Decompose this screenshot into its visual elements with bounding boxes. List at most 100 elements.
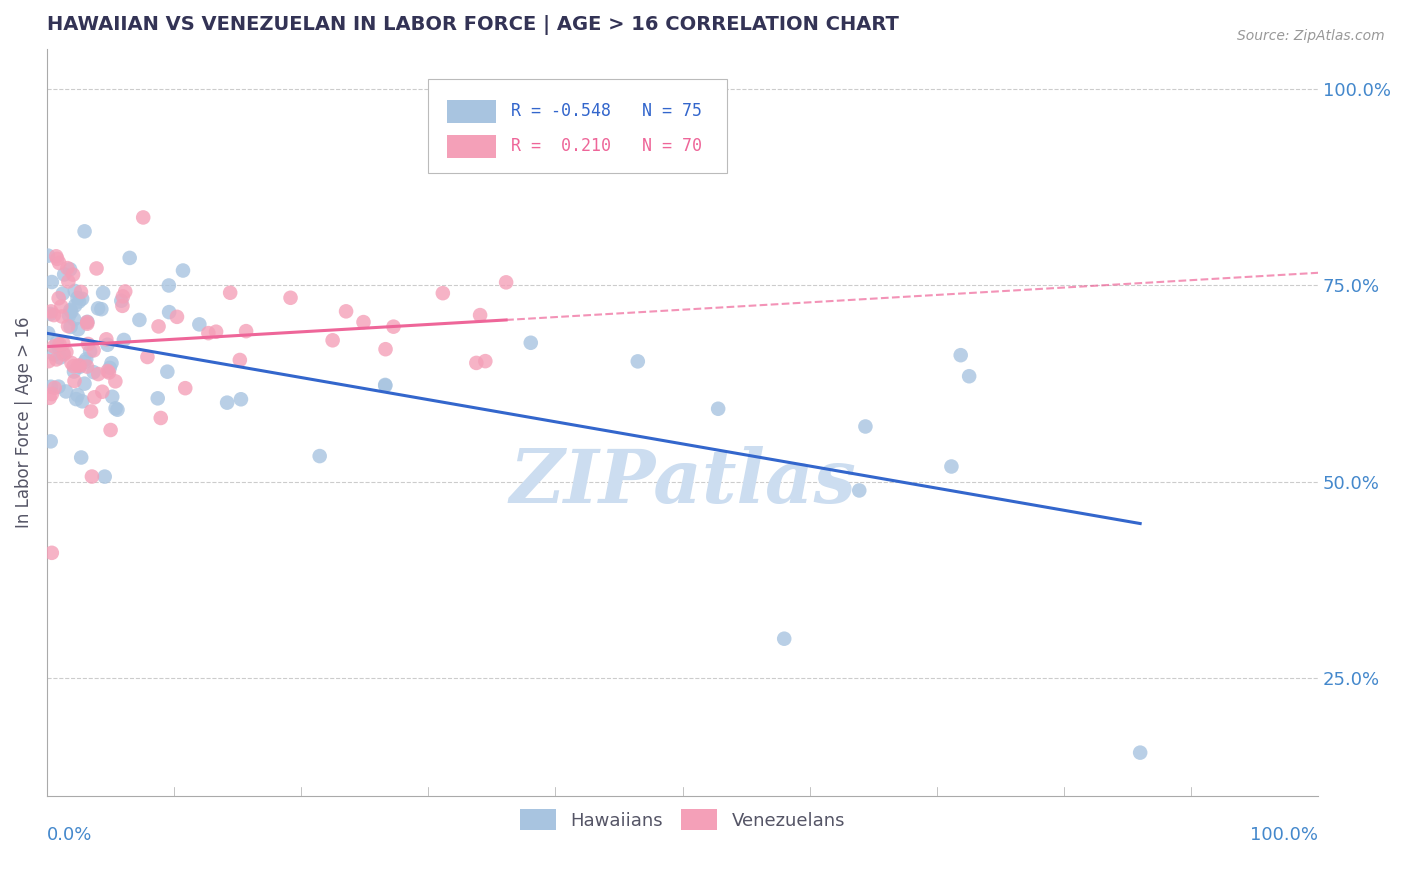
Point — [308, 449, 330, 463]
Point — [519, 335, 541, 350]
Point — [219, 285, 242, 300]
FancyBboxPatch shape — [429, 79, 727, 172]
Point — [48, 256, 70, 270]
Point — [49, 351, 72, 365]
Point — [46, 335, 69, 350]
Point — [205, 325, 228, 339]
Point — [86, 261, 108, 276]
FancyBboxPatch shape — [447, 136, 496, 158]
Point — [87, 367, 110, 381]
Point — [80, 469, 103, 483]
FancyBboxPatch shape — [447, 100, 496, 122]
Point — [37, 249, 59, 263]
Point — [63, 365, 86, 379]
Point — [97, 364, 120, 378]
Point — [949, 348, 972, 362]
Point — [48, 337, 70, 351]
Point — [87, 301, 110, 316]
Point — [848, 483, 870, 498]
Point — [63, 284, 86, 298]
Point — [48, 379, 70, 393]
Point — [465, 356, 488, 370]
Point — [132, 211, 155, 225]
Text: 0.0%: 0.0% — [46, 826, 93, 844]
Point — [41, 546, 63, 560]
Point — [59, 319, 82, 334]
Point — [76, 317, 98, 331]
Point — [335, 304, 357, 318]
Point — [66, 359, 89, 373]
Point — [44, 381, 66, 395]
Point — [188, 318, 211, 332]
Point — [148, 319, 170, 334]
Point — [374, 378, 396, 392]
Point — [172, 263, 194, 277]
Point — [83, 390, 105, 404]
Point — [235, 324, 257, 338]
Text: R = -0.548: R = -0.548 — [510, 103, 610, 120]
Point — [855, 419, 877, 434]
Y-axis label: In Labor Force | Age > 16: In Labor Force | Age > 16 — [15, 317, 32, 528]
Text: Source: ZipAtlas.com: Source: ZipAtlas.com — [1237, 29, 1385, 43]
Point — [76, 315, 98, 329]
Point — [166, 310, 188, 324]
Point — [51, 300, 73, 314]
Point — [112, 333, 135, 347]
Point — [45, 249, 67, 263]
Point — [73, 376, 96, 391]
Point — [97, 366, 120, 380]
Point — [52, 336, 75, 351]
Point — [100, 356, 122, 370]
Point — [73, 224, 96, 238]
Point — [69, 359, 91, 374]
Point — [104, 401, 127, 416]
Point — [374, 378, 396, 392]
Point — [62, 359, 84, 374]
Point — [60, 356, 83, 370]
Point — [52, 346, 75, 360]
Point — [38, 391, 60, 405]
Point — [39, 434, 62, 449]
Point — [55, 345, 77, 359]
Point — [70, 394, 93, 409]
Point — [474, 354, 496, 368]
Point — [65, 392, 87, 406]
Point — [707, 401, 730, 416]
Point — [39, 307, 62, 321]
Point — [100, 423, 122, 437]
Point — [495, 276, 517, 290]
Point — [77, 337, 100, 351]
Point — [128, 313, 150, 327]
Point — [432, 286, 454, 301]
Point — [76, 359, 98, 374]
Point — [114, 285, 136, 299]
Point — [41, 387, 63, 401]
Point — [83, 343, 105, 358]
Text: N = 75: N = 75 — [641, 103, 702, 120]
Point — [157, 305, 180, 319]
Point — [38, 354, 60, 368]
Point — [59, 303, 82, 318]
Point — [48, 341, 70, 355]
Point — [773, 632, 796, 646]
Point — [107, 402, 129, 417]
Point — [67, 294, 90, 309]
Point — [98, 360, 121, 375]
Text: R =  0.210: R = 0.210 — [510, 137, 610, 155]
Point — [70, 285, 93, 299]
Point — [1129, 746, 1152, 760]
Point — [58, 275, 80, 289]
Point — [382, 319, 405, 334]
Point — [69, 359, 91, 373]
Point — [118, 251, 141, 265]
Point — [229, 353, 252, 368]
Text: ZIPatlas: ZIPatlas — [509, 446, 856, 518]
Point — [941, 459, 963, 474]
Point — [156, 365, 179, 379]
Point — [52, 286, 75, 301]
Point — [91, 384, 114, 399]
Point — [101, 390, 124, 404]
Legend: Hawaiians, Venezuelans: Hawaiians, Venezuelans — [513, 802, 852, 838]
Text: 100.0%: 100.0% — [1250, 826, 1319, 844]
Point — [75, 352, 97, 367]
